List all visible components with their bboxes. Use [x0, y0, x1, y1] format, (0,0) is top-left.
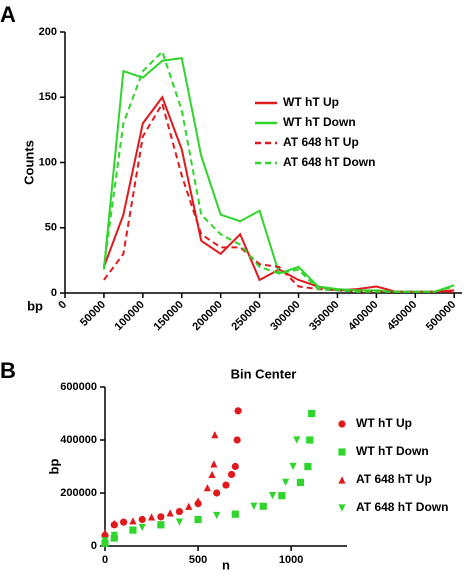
x-tick-label: 200000	[190, 299, 224, 333]
point	[222, 481, 230, 489]
point	[259, 502, 267, 510]
panel-letter: B	[0, 358, 16, 383]
point	[227, 470, 236, 479]
point	[203, 484, 211, 492]
point	[304, 462, 312, 471]
legend-label: AT 648 hT Down	[356, 500, 448, 514]
point	[129, 517, 137, 525]
x-tick-label: 150000	[151, 299, 185, 333]
x-tick-label: 350000	[307, 299, 341, 333]
x-axis-label: n	[222, 557, 230, 572]
point	[234, 407, 242, 415]
legend-swatch	[338, 476, 346, 484]
point	[281, 478, 290, 486]
y-tick-label: 200	[39, 26, 57, 38]
x-tick-label: 100000	[113, 299, 147, 333]
point	[138, 523, 146, 532]
x-tick-label: 500	[189, 554, 207, 566]
panel-letter: A	[0, 2, 16, 27]
point	[278, 492, 286, 500]
x-tick-label: 500000	[424, 299, 458, 333]
y-axis-label: bp	[46, 459, 61, 475]
line	[103, 101, 455, 293]
point	[175, 507, 184, 516]
point	[211, 431, 219, 439]
line	[102, 49, 455, 293]
legend-label: AT 648 hT Down	[283, 155, 375, 169]
legend-label: AT 648 hT Up	[356, 472, 432, 486]
point	[233, 436, 241, 444]
point	[213, 489, 221, 497]
point	[308, 409, 316, 418]
point	[289, 462, 297, 471]
x-tick-label: 250000	[229, 299, 263, 333]
point	[194, 515, 202, 524]
legend-label: WT hT Down	[283, 115, 356, 129]
point	[296, 478, 305, 486]
x-tick-label: 450000	[385, 299, 419, 333]
point	[210, 460, 218, 468]
y-axis-label: Counts	[21, 140, 36, 185]
line	[102, 56, 455, 293]
point	[157, 521, 165, 529]
x-tick-label: 0	[102, 554, 108, 566]
point	[185, 502, 193, 510]
y-tick-label: 0	[51, 287, 57, 299]
legend-swatch	[338, 420, 346, 428]
y-tick-label: 150	[39, 91, 57, 103]
point	[268, 492, 277, 500]
point	[293, 436, 301, 444]
point	[129, 526, 137, 534]
legend-swatch	[338, 504, 346, 512]
point	[194, 497, 202, 505]
y-tick-label: 50	[45, 222, 57, 234]
point	[157, 513, 165, 521]
x-tick-label: 0	[56, 299, 69, 312]
x-tick-label: 300000	[268, 299, 302, 333]
x-tick-label: 1000	[279, 554, 303, 566]
legend-swatch	[338, 448, 346, 456]
point	[250, 502, 258, 510]
legend-label: WT hT Up	[283, 95, 339, 109]
point	[120, 518, 128, 526]
legend-label: AT 648 hT Up	[283, 135, 359, 149]
point	[138, 515, 146, 524]
legend-label: WT hT Down	[356, 444, 429, 458]
y-tick-label: 600000	[60, 381, 97, 393]
point	[166, 509, 174, 517]
point	[175, 518, 184, 526]
y-tick-label: 100	[39, 156, 57, 168]
point	[110, 519, 118, 528]
point	[101, 537, 109, 545]
x-tick-label: 400000	[346, 299, 380, 333]
annotation: bp	[27, 298, 43, 313]
point	[110, 531, 118, 539]
point	[208, 470, 216, 479]
y-tick-label: 0	[91, 540, 97, 552]
point	[306, 436, 314, 444]
y-tick-label: 400000	[60, 434, 97, 446]
x-axis-label: Bin Center	[231, 366, 297, 381]
line	[102, 95, 455, 293]
point	[147, 513, 156, 521]
legend-label: WT hT Up	[356, 416, 412, 430]
y-tick-label: 200000	[60, 487, 97, 499]
point	[101, 529, 109, 537]
point	[231, 462, 239, 471]
point	[213, 511, 221, 520]
x-tick-label: 50000	[78, 299, 108, 329]
point	[231, 510, 239, 518]
